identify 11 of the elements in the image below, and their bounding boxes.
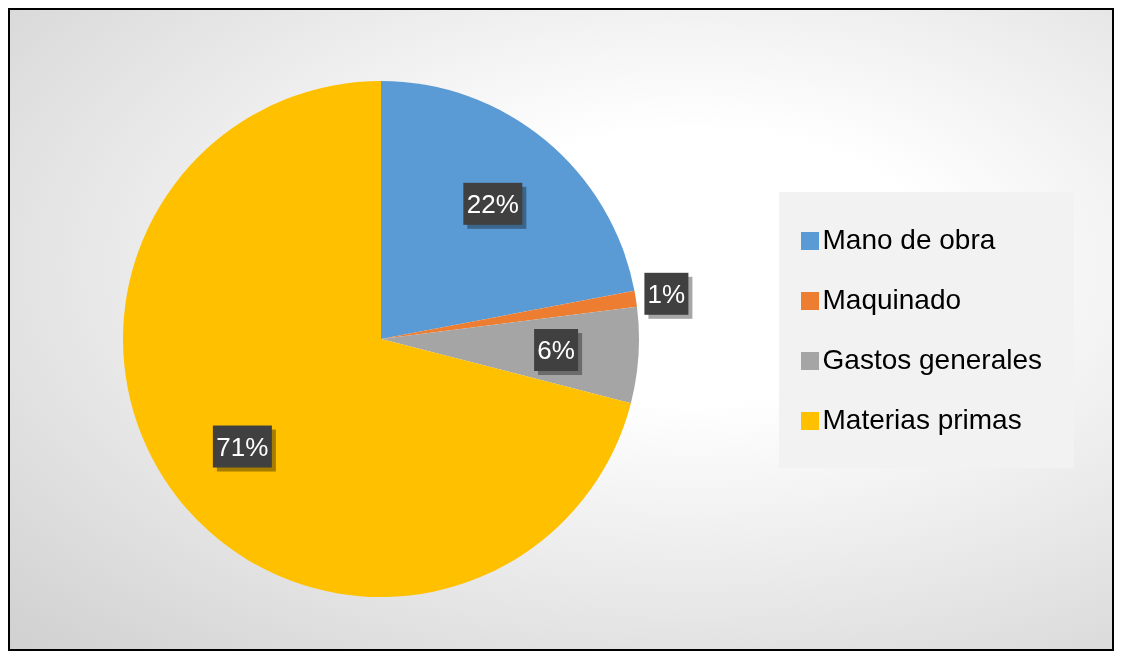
legend-label: Mano de obra [822,223,996,255]
data-label: 1% [647,278,686,309]
data-label: 71% [216,431,269,462]
pie-slice [123,81,631,597]
pie-slice [381,81,635,339]
pie-slice [381,290,637,339]
data-label: 6% [537,335,575,366]
data-label: 22% [466,188,519,219]
legend-label: Maquinado [822,283,962,315]
legend-label: Materias primas [822,403,1022,435]
legend-label: Gastos generales [822,343,1042,375]
